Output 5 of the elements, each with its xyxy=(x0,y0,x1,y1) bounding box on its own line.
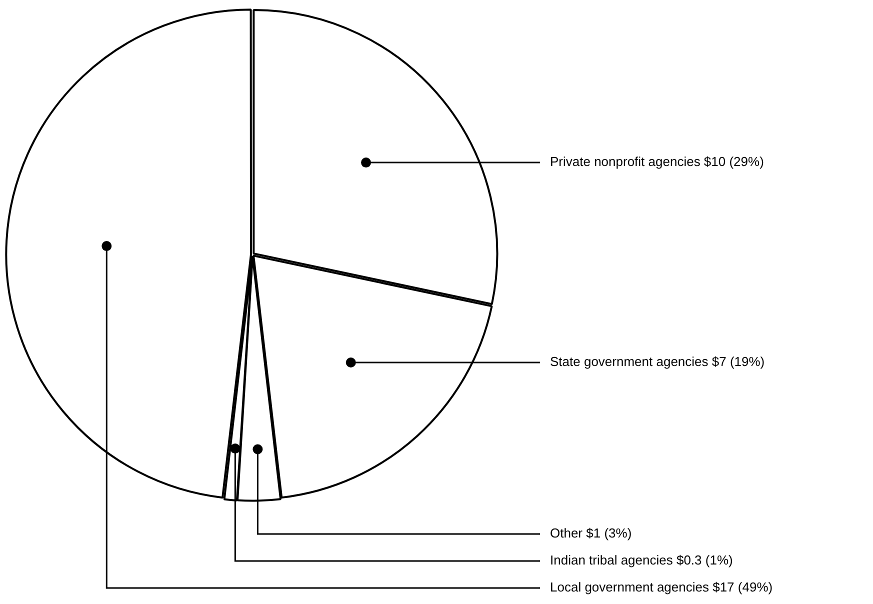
slice-label: Other $1 (3%) xyxy=(550,526,632,541)
slice-label: Private nonprofit agencies $10 (29%) xyxy=(550,154,764,170)
slice-label: Local government agencies $17 (49%) xyxy=(550,580,773,595)
slice-label: Indian tribal agencies $0.3 (1%) xyxy=(550,552,733,568)
slice-label: State government agencies $7 (19%) xyxy=(550,354,765,370)
